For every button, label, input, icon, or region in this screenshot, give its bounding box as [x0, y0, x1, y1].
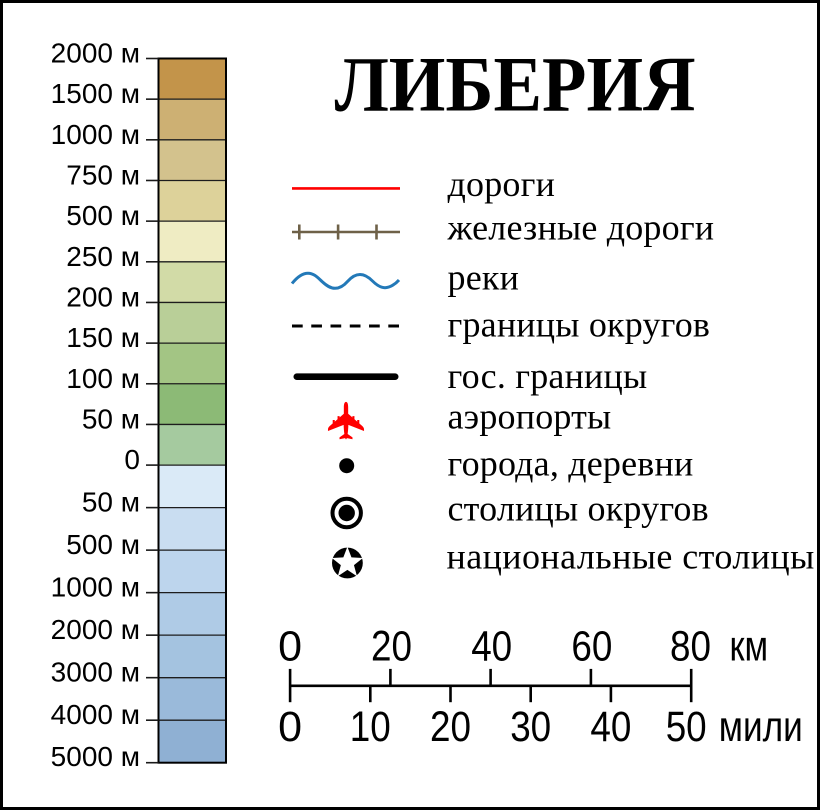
svg-text:30: 30	[510, 703, 551, 751]
svg-text:0: 0	[278, 703, 302, 751]
svg-text:столицы округов: столицы округов	[448, 489, 709, 529]
svg-text:20: 20	[430, 703, 471, 751]
svg-text:4000 м: 4000 м	[51, 699, 140, 730]
svg-text:0: 0	[124, 444, 140, 475]
svg-text:дороги: дороги	[448, 164, 556, 204]
svg-text:1000 м: 1000 м	[51, 572, 140, 603]
svg-text:гос. границы: гос. границы	[448, 356, 648, 396]
svg-text:3000 м: 3000 м	[51, 657, 140, 688]
svg-text:города, деревни: города, деревни	[448, 443, 694, 483]
svg-text:250 м: 250 м	[66, 241, 140, 272]
svg-text:40: 40	[590, 703, 631, 751]
svg-text:50 м: 50 м	[82, 487, 140, 518]
svg-text:750 м: 750 м	[66, 160, 140, 191]
svg-text:0: 0	[278, 622, 302, 670]
svg-text:500 м: 500 м	[66, 529, 140, 560]
svg-text:реки: реки	[448, 257, 520, 297]
svg-text:2000 м: 2000 м	[51, 38, 140, 69]
svg-text:км: км	[730, 622, 769, 670]
svg-text:национальные столицы: национальные столицы	[447, 536, 815, 576]
svg-text:1500 м: 1500 м	[51, 78, 140, 109]
svg-text:мили: мили	[719, 703, 803, 751]
svg-text:200 м: 200 м	[66, 282, 140, 313]
svg-text:60: 60	[571, 622, 612, 670]
svg-text:50 м: 50 м	[82, 403, 140, 434]
svg-text:100 м: 100 м	[66, 363, 140, 394]
svg-text:границы округов: границы округов	[448, 304, 711, 344]
svg-text:аэропорты: аэропорты	[448, 397, 612, 437]
svg-text:2000 м: 2000 м	[51, 614, 140, 645]
svg-text:500 м: 500 м	[66, 200, 140, 231]
svg-text:5000 м: 5000 м	[51, 741, 140, 772]
svg-text:ЛИБЕРИЯ: ЛИБЕРИЯ	[335, 41, 696, 128]
svg-text:50: 50	[666, 703, 707, 751]
svg-text:150 м: 150 м	[66, 322, 140, 353]
svg-text:20: 20	[371, 622, 412, 670]
svg-text:железные дороги: железные дороги	[447, 207, 715, 247]
svg-text:80: 80	[670, 622, 711, 670]
svg-text:40: 40	[471, 622, 512, 670]
svg-text:10: 10	[350, 703, 391, 751]
svg-text:1000 м: 1000 м	[51, 119, 140, 150]
